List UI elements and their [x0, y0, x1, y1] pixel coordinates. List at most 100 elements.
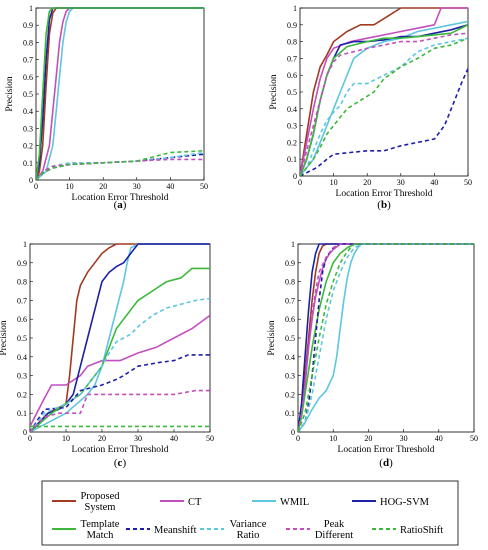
- y-tick-label: 0.1: [23, 159, 33, 168]
- x-tick-label: 0: [298, 178, 302, 187]
- x-tick-label: 0: [28, 434, 32, 443]
- legend-label: RatioShift: [400, 525, 443, 536]
- series-group: [36, 7, 204, 180]
- series-line-meanshift: [300, 68, 468, 176]
- y-tick-label: 0.5: [23, 90, 33, 99]
- series-line-peak: [30, 389, 210, 432]
- series-line-template: [300, 24, 468, 176]
- legend-label: Different: [315, 530, 353, 541]
- legend-label: Peak: [324, 519, 345, 530]
- x-tick-label: 0: [296, 434, 300, 443]
- legend-label: Ratio: [237, 530, 260, 541]
- y-tick-label: 0.9: [23, 21, 33, 30]
- y-tick-label: 0.4: [23, 107, 33, 116]
- y-tick-label: 0.6: [285, 315, 295, 324]
- y-tick-label: 0.9: [17, 259, 27, 268]
- y-tick-label: 0.9: [287, 21, 297, 30]
- series-line-peak: [298, 243, 474, 432]
- legend-label: CT: [188, 497, 202, 508]
- series-line-ratioshift: [298, 243, 474, 432]
- series-group: [298, 243, 474, 432]
- series-line-ct: [300, 7, 468, 176]
- y-tick-label: 1: [291, 240, 295, 249]
- y-tick-label: 0.2: [287, 138, 297, 147]
- x-tick-label: 40: [430, 178, 438, 187]
- y-tick-label: 0.7: [285, 296, 295, 305]
- y-tick-label: 0.8: [285, 278, 295, 287]
- x-tick-label: 10: [66, 182, 74, 191]
- y-axis-label: Precision: [0, 320, 9, 356]
- x-axis-label: Location Error Threshold: [336, 189, 433, 199]
- series-line-template: [298, 243, 474, 432]
- y-tick-label: 1: [293, 4, 297, 13]
- series-line-meanshift: [30, 354, 210, 432]
- legend-label: WMIL: [280, 497, 309, 508]
- y-tick-label: 0.7: [17, 296, 27, 305]
- x-tick-label: 30: [397, 178, 405, 187]
- y-tick-label: 0.6: [287, 71, 297, 80]
- series-line-wmil: [36, 7, 204, 180]
- series-line-proposed: [300, 7, 468, 176]
- x-axis-label: Location Error Threshold: [338, 445, 435, 455]
- y-tick-label: 0.5: [17, 334, 27, 343]
- x-tick-label: 20: [99, 182, 107, 191]
- y-tick-label: 0.3: [17, 372, 27, 381]
- series-line-ratioshift: [300, 37, 468, 176]
- legend-item-ct: CT: [160, 497, 202, 508]
- legend-label: Match: [87, 530, 115, 541]
- y-tick-label: 1: [23, 240, 27, 249]
- chart-panel-a: 0 10 20 30 40 50 0 0.1 0.2 0.3 0.4 0.5 0.6 0.7 0.8 0.9 1…: [5, 4, 208, 211]
- legend-label: HOG-SVM: [380, 497, 430, 508]
- x-tick-label: 40: [170, 434, 178, 443]
- y-tick-label: 0.8: [287, 38, 297, 47]
- y-tick-label: 0.5: [285, 334, 295, 343]
- legend-item-hogsvm: HOG-SVM: [352, 497, 430, 508]
- legend-item-ratioshift: RatioShift: [372, 525, 443, 536]
- y-tick-label: 0: [23, 428, 27, 437]
- panel-sublabel: (b): [377, 199, 391, 211]
- series-group: [300, 7, 468, 176]
- x-tick-label: 50: [206, 434, 214, 443]
- series-line-variance: [300, 37, 468, 176]
- x-axis-label: Location Error Threshold: [72, 193, 169, 203]
- series-line-ct: [36, 7, 204, 180]
- series-line-ct: [30, 314, 210, 427]
- legend-box: [41, 480, 459, 546]
- x-tick-label: 30: [134, 434, 142, 443]
- y-tick-label: 0.6: [17, 315, 27, 324]
- y-tick-label: 1: [29, 4, 33, 13]
- x-tick-label: 40: [435, 434, 443, 443]
- series-line-peak: [300, 32, 468, 176]
- series-line-hogsvm: [298, 243, 474, 432]
- y-tick-label: 0.7: [23, 56, 33, 65]
- y-tick-label: 0.8: [23, 38, 33, 47]
- y-tick-label: 0.4: [287, 105, 297, 114]
- x-tick-label: 40: [166, 182, 174, 191]
- x-tick-label: 20: [98, 434, 106, 443]
- y-tick-label: 0.3: [287, 122, 297, 131]
- y-tick-label: 0.1: [287, 155, 297, 164]
- y-tick-label: 0: [293, 172, 297, 181]
- y-tick-label: 0: [29, 176, 33, 185]
- y-tick-label: 0: [291, 428, 295, 437]
- legend-label: System: [85, 502, 116, 513]
- panel-sublabel: (c): [114, 457, 127, 469]
- x-tick-label: 50: [200, 182, 208, 191]
- x-tick-label: 0: [34, 182, 38, 191]
- y-axis-label: Precision: [267, 320, 277, 356]
- series-line-variance: [30, 297, 210, 432]
- y-axis-label: Precision: [269, 74, 279, 110]
- plot-frame: [297, 243, 475, 433]
- y-tick-label: 0.4: [285, 353, 295, 362]
- x-tick-label: 50: [470, 434, 478, 443]
- y-tick-label: 0.3: [285, 372, 295, 381]
- chart-panel-c: 0 10 20 30 40 50 0 0.1 0.2 0.3 0.4 0.5 0.6 0.7 0.8 0.9 1…: [0, 240, 214, 469]
- x-tick-label: 20: [363, 178, 371, 187]
- series-line-proposed: [30, 243, 210, 432]
- x-tick-label: 10: [330, 178, 338, 187]
- x-tick-label: 50: [464, 178, 472, 187]
